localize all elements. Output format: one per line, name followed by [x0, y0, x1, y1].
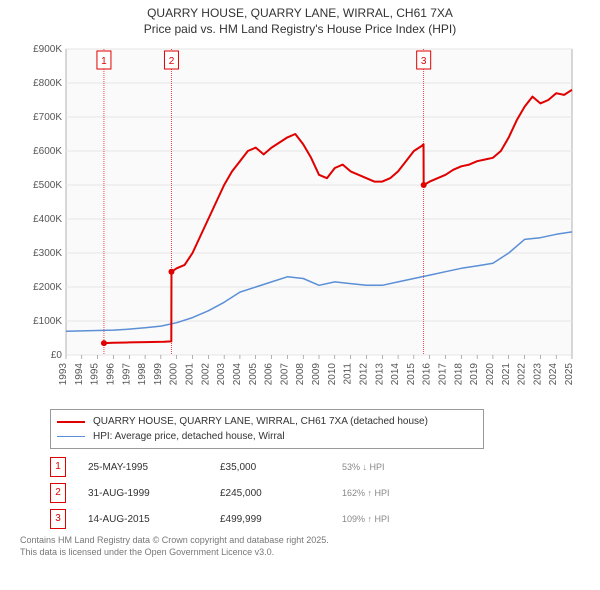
svg-text:2010: 2010: [327, 363, 338, 386]
legend-item-1: HPI: Average price, detached house, Wirr…: [57, 429, 477, 444]
svg-text:2015: 2015: [406, 363, 417, 386]
svg-text:2013: 2013: [374, 363, 385, 386]
svg-text:1993: 1993: [58, 363, 69, 386]
svg-text:1995: 1995: [90, 363, 101, 386]
svg-text:£600K: £600K: [33, 146, 62, 157]
event-note-0: 53% ↓ HPI: [342, 462, 385, 472]
svg-text:2014: 2014: [390, 363, 401, 386]
legend: QUARRY HOUSE, QUARRY LANE, WIRRAL, CH61 …: [50, 409, 484, 449]
svg-text:2008: 2008: [295, 363, 306, 386]
svg-text:2022: 2022: [517, 363, 528, 386]
svg-text:2007: 2007: [279, 363, 290, 386]
svg-text:2011: 2011: [343, 363, 354, 385]
event-date-2: 14-AUG-2015: [88, 514, 198, 525]
event-note-2: 109% ↑ HPI: [342, 514, 390, 524]
svg-text:£200K: £200K: [33, 282, 62, 293]
event-date-1: 31-AUG-1999: [88, 488, 198, 499]
svg-text:£700K: £700K: [33, 112, 62, 123]
footer: Contains HM Land Registry data © Crown c…: [20, 535, 580, 558]
legend-label-0: QUARRY HOUSE, QUARRY LANE, WIRRAL, CH61 …: [93, 414, 428, 429]
svg-text:£300K: £300K: [33, 248, 62, 259]
svg-text:2009: 2009: [311, 363, 322, 386]
svg-text:2017: 2017: [438, 363, 449, 386]
svg-text:2001: 2001: [185, 363, 196, 386]
svg-text:1998: 1998: [137, 363, 148, 386]
event-date-0: 25-MAY-1995: [88, 462, 198, 473]
footer-line1: Contains HM Land Registry data © Crown c…: [20, 535, 580, 547]
event-marker-2: 3: [50, 509, 66, 529]
title-line2: Price paid vs. HM Land Registry's House …: [0, 22, 600, 38]
svg-text:2020: 2020: [485, 363, 496, 386]
event-price-1: £245,000: [220, 488, 320, 499]
svg-text:2012: 2012: [358, 363, 369, 386]
svg-text:1997: 1997: [121, 363, 132, 386]
svg-text:£800K: £800K: [33, 78, 62, 89]
event-note-1: 162% ↑ HPI: [342, 488, 390, 498]
svg-text:2021: 2021: [501, 363, 512, 386]
footer-line2: This data is licensed under the Open Gov…: [20, 547, 580, 559]
svg-text:£400K: £400K: [33, 214, 62, 225]
events-table: 1 25-MAY-1995 £35,000 53% ↓ HPI 2 31-AUG…: [50, 457, 580, 529]
event-row-0: 1 25-MAY-1995 £35,000 53% ↓ HPI: [50, 457, 580, 477]
chart-area: £0 £100K £200K £300K £400K £500K £600K £700K £80…: [20, 43, 580, 403]
title-block: QUARRY HOUSE, QUARRY LANE, WIRRAL, CH61 …: [0, 0, 600, 37]
svg-text:3: 3: [421, 56, 427, 67]
svg-text:2005: 2005: [248, 363, 259, 386]
svg-text:£900K: £900K: [33, 44, 62, 55]
event-marker-0: 1: [50, 457, 66, 477]
svg-text:1994: 1994: [74, 363, 85, 386]
chart-svg: £0 £100K £200K £300K £400K £500K £600K £700K £80…: [20, 43, 580, 403]
legend-swatch-1: [57, 436, 85, 438]
event-marker-1: 2: [50, 483, 66, 503]
svg-text:£500K: £500K: [33, 180, 62, 191]
chart-container: QUARRY HOUSE, QUARRY LANE, WIRRAL, CH61 …: [0, 0, 600, 590]
svg-text:2023: 2023: [532, 363, 543, 386]
svg-text:2006: 2006: [264, 363, 275, 386]
svg-text:2: 2: [169, 56, 175, 67]
legend-swatch-0: [57, 421, 85, 423]
legend-label-1: HPI: Average price, detached house, Wirr…: [93, 429, 285, 444]
svg-text:1996: 1996: [105, 363, 116, 386]
svg-text:2002: 2002: [200, 363, 211, 386]
svg-text:2024: 2024: [548, 363, 559, 386]
svg-text:2004: 2004: [232, 363, 243, 386]
svg-text:1999: 1999: [153, 363, 164, 386]
svg-text:1: 1: [101, 56, 107, 67]
title-line1: QUARRY HOUSE, QUARRY LANE, WIRRAL, CH61 …: [0, 6, 600, 22]
svg-text:2016: 2016: [422, 363, 433, 386]
legend-item-0: QUARRY HOUSE, QUARRY LANE, WIRRAL, CH61 …: [57, 414, 477, 429]
event-row-1: 2 31-AUG-1999 £245,000 162% ↑ HPI: [50, 483, 580, 503]
svg-text:£0: £0: [51, 350, 63, 361]
event-price-2: £499,999: [220, 514, 320, 525]
svg-text:2018: 2018: [453, 363, 464, 386]
svg-text:2000: 2000: [169, 363, 180, 386]
event-price-0: £35,000: [220, 462, 320, 473]
event-row-2: 3 14-AUG-2015 £499,999 109% ↑ HPI: [50, 509, 580, 529]
svg-text:£100K: £100K: [33, 316, 62, 327]
svg-text:2025: 2025: [564, 363, 575, 386]
svg-text:2019: 2019: [469, 363, 480, 386]
svg-text:2003: 2003: [216, 363, 227, 386]
